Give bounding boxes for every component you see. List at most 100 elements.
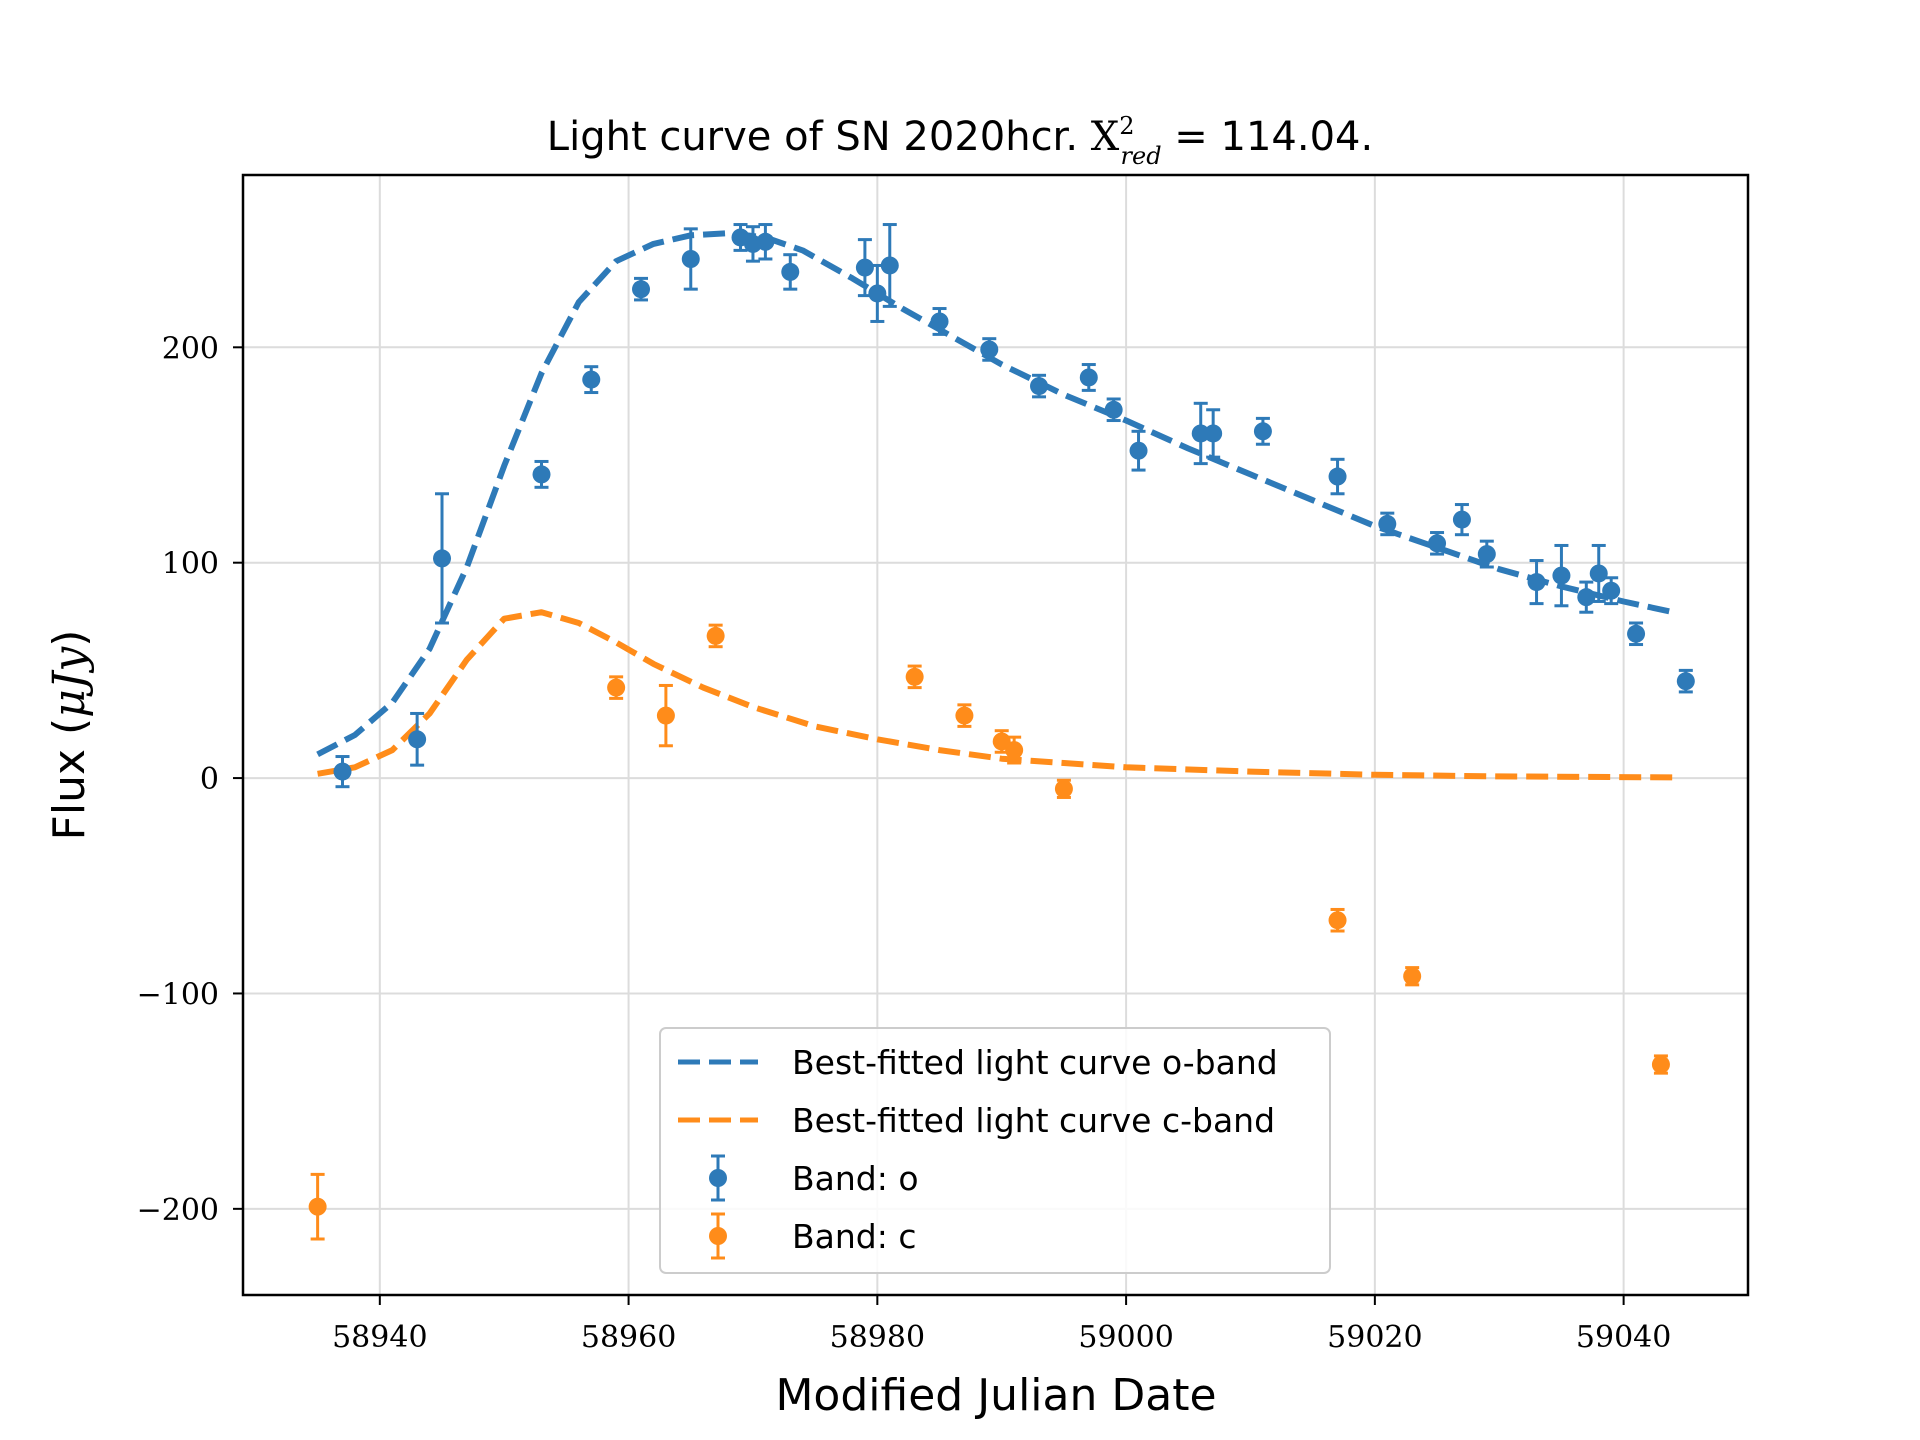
data-point-2-25 [1428, 531, 1447, 556]
legend-entry-c-fit: Best-fitted light curve c-band [678, 1101, 1275, 1140]
data-point-2-12 [868, 263, 887, 323]
x-tick-label: 58940 [332, 1320, 427, 1355]
data-point-2-34 [1676, 668, 1695, 694]
marker [1079, 368, 1098, 387]
data-point-3-0 [308, 1172, 327, 1241]
data-point-2-17 [1079, 363, 1098, 392]
marker [1253, 422, 1272, 441]
chart-title: Light curve of SN 2020hcr. X2 red = 114.0… [547, 112, 1373, 170]
y-axis-label-suffix: ) [44, 630, 95, 647]
marker [1589, 564, 1608, 583]
marker [1204, 424, 1223, 443]
data-point-2-28 [1527, 559, 1546, 606]
marker [333, 762, 352, 781]
data-point-2-9 [756, 223, 775, 261]
data-point-2-24 [1378, 511, 1397, 537]
data-point-2-32 [1602, 576, 1621, 606]
x-tick-label: 59020 [1327, 1320, 1422, 1355]
marker [1527, 573, 1546, 592]
data-point-2-14 [930, 307, 949, 336]
y-tick-label: 100 [162, 547, 219, 582]
marker [980, 340, 999, 359]
data-point-2-18 [1104, 397, 1123, 423]
data-point-2-21 [1204, 408, 1223, 459]
data-point-2-23 [1328, 457, 1347, 496]
x-tick-label: 58980 [830, 1320, 925, 1355]
data-point-2-15 [980, 337, 999, 362]
data-point-3-5 [955, 703, 974, 728]
data-point-3-8 [1054, 778, 1073, 799]
marker [781, 262, 800, 281]
x-axis-label: Modified Julian Date [775, 1370, 1216, 1421]
plot-frame [241, 173, 1750, 1297]
data-point-2-5 [632, 276, 651, 302]
legend: Best-fitted light curve o-band Best-fitt… [659, 1027, 1331, 1274]
data-point-3-10 [1403, 966, 1422, 987]
legend-label-o-band: Band: o [792, 1159, 919, 1198]
data-point-3-3 [706, 623, 725, 649]
marker [532, 465, 551, 484]
data-point-2-31 [1589, 543, 1608, 603]
data-point-2-27 [1477, 539, 1496, 569]
data-point-3-9 [1328, 907, 1347, 933]
fit-line-0 [316, 230, 1675, 758]
title-suffix: = 114.04. [1162, 114, 1374, 160]
plot-area [308, 223, 1695, 1241]
title-superscript: 2 [1119, 112, 1134, 140]
marker [1378, 514, 1397, 533]
fit-line-1 [317, 609, 1674, 781]
marker [308, 1197, 327, 1216]
marker [433, 549, 452, 568]
y-axis-label-prefix: Flux ( [44, 718, 95, 841]
data-point-2-16 [1030, 373, 1049, 399]
x-tick-label: 59000 [1078, 1320, 1173, 1355]
marker [1403, 967, 1422, 986]
marker [930, 312, 949, 331]
y-axis-label-unit: μJy [44, 646, 95, 718]
legend-marker [709, 1169, 727, 1187]
data-point-2-13 [880, 223, 899, 308]
marker [1428, 534, 1447, 553]
y-tick-label: 0 [200, 762, 219, 797]
data-point-2-20 [1191, 401, 1210, 466]
data-point-2-26 [1452, 503, 1471, 537]
marker [408, 730, 427, 749]
marker [1129, 441, 1148, 460]
marker [1005, 741, 1024, 760]
data-point-2-0 [333, 755, 352, 789]
data-point-2-1 [408, 711, 427, 767]
marker [681, 250, 700, 268]
data-point-3-4 [905, 664, 924, 690]
y-tick-label: −100 [137, 977, 219, 1012]
legend-entry-o-fit: Best-fitted light curve o-band [678, 1043, 1278, 1082]
data-point-3-7 [1005, 735, 1024, 765]
data-point-3-2 [656, 683, 675, 748]
marker [1104, 400, 1123, 419]
legend-entry-o-band: Band: o [709, 1154, 919, 1202]
marker [1030, 377, 1049, 396]
marker [1477, 545, 1496, 564]
marker [1452, 510, 1471, 529]
data-point-2-22 [1253, 416, 1272, 446]
data-point-2-10 [781, 253, 800, 291]
title-chi: X [1091, 114, 1120, 160]
data-point-3-11 [1651, 1054, 1670, 1075]
grid [243, 175, 1748, 1295]
marker [656, 706, 675, 725]
legend-entry-c-band: Band: c [709, 1212, 916, 1260]
marker [1054, 779, 1073, 798]
legend-label-o-fit: Best-fitted light curve o-band [792, 1043, 1278, 1082]
marker [632, 280, 651, 299]
legend-marker [709, 1227, 727, 1245]
marker [607, 678, 626, 697]
data-point-2-4 [582, 365, 601, 395]
data-point-2-33 [1627, 621, 1646, 647]
x-tick-label: 58960 [581, 1320, 676, 1355]
marker [868, 284, 887, 303]
marker [1676, 672, 1695, 691]
marker [955, 706, 974, 725]
data-point-2-3 [532, 459, 551, 489]
data-point-2-30 [1577, 580, 1596, 614]
marker [905, 667, 924, 686]
